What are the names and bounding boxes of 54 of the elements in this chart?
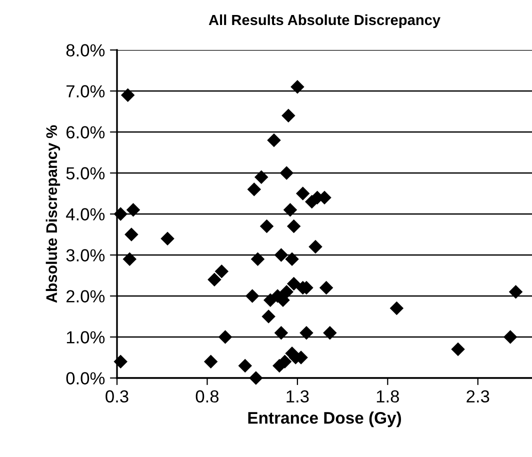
chart-title: All Results Absolute Discrepancy — [208, 14, 440, 28]
x-tick-label: 2.3 — [466, 390, 490, 403]
point — [290, 80, 304, 94]
point — [504, 330, 517, 344]
point — [509, 285, 522, 298]
point — [323, 326, 336, 340]
point — [124, 228, 138, 242]
point — [204, 355, 218, 368]
point — [451, 342, 465, 356]
point — [278, 355, 292, 368]
y-tick-label: 1.0% — [66, 331, 105, 344]
point — [274, 248, 288, 262]
point — [285, 252, 299, 266]
point — [287, 277, 300, 290]
x-tick-label: 1.3 — [286, 390, 309, 403]
y-tick-label: 7.0% — [66, 85, 105, 98]
point — [308, 240, 322, 254]
point — [238, 359, 252, 372]
x-tick-label: 1.8 — [376, 390, 399, 403]
y-tick-label: 6.0% — [66, 126, 105, 138]
y-axis-title: Absolute Discrepancy % — [46, 125, 60, 303]
y-tick-label: 4.0% — [66, 208, 105, 220]
point — [254, 170, 268, 184]
point — [121, 88, 134, 102]
point — [126, 203, 140, 216]
point — [267, 134, 281, 147]
point — [262, 310, 276, 324]
point — [280, 166, 294, 180]
point — [280, 285, 294, 298]
x-axis-title: Entrance Dose (Gy) — [248, 412, 402, 428]
point — [248, 182, 261, 196]
point — [300, 326, 314, 340]
x-tick-label: 0.3 — [106, 390, 128, 403]
point — [218, 330, 232, 344]
point — [282, 109, 295, 122]
point — [287, 220, 300, 233]
point — [246, 289, 259, 303]
y-tick-label: 0.0% — [66, 372, 105, 384]
point — [260, 220, 274, 233]
point — [123, 252, 136, 266]
point — [320, 281, 333, 294]
point — [284, 203, 297, 216]
point — [160, 232, 174, 246]
y-tick-label: 5.0% — [66, 167, 105, 180]
point — [208, 273, 222, 286]
point — [296, 186, 310, 200]
point — [390, 302, 404, 315]
y-tick-label: 2.0% — [66, 290, 105, 302]
y-tick-label: 8.0% — [66, 44, 105, 56]
x-tick-label: 0.8 — [196, 390, 219, 403]
y-tick-label: 3.0% — [66, 249, 105, 262]
point — [251, 252, 264, 266]
point — [215, 264, 228, 278]
point — [274, 326, 288, 340]
